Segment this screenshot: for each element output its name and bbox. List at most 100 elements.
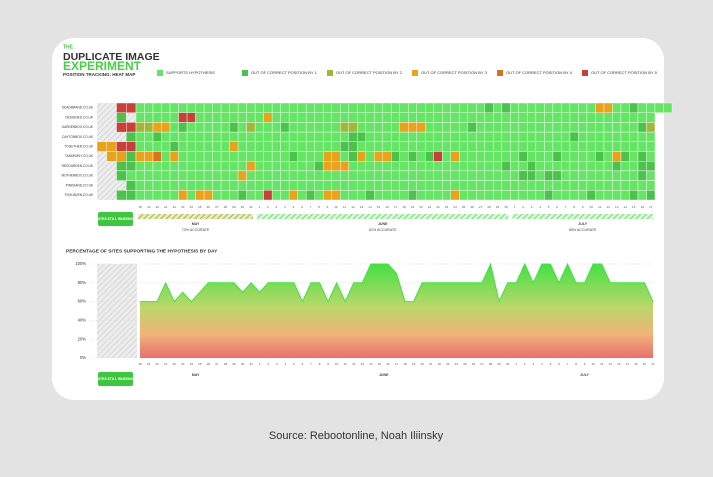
heat-cell <box>459 113 468 123</box>
heat-cell <box>502 190 511 200</box>
heat-cell <box>536 190 545 200</box>
x-tick-label: 14 <box>626 362 630 366</box>
heat-cell <box>468 190 477 200</box>
heat-cell <box>536 171 545 181</box>
heat-cell <box>646 181 655 191</box>
heat-cell <box>230 103 239 113</box>
heat-cell <box>629 132 638 142</box>
heat-cell <box>408 113 417 123</box>
heat-cell <box>136 171 145 181</box>
heat-cell <box>434 113 443 123</box>
heat-cell <box>417 181 426 191</box>
heat-cell <box>527 161 536 171</box>
heat-cell <box>145 122 154 132</box>
heat-cell <box>502 113 511 123</box>
heat-cell <box>519 132 528 142</box>
heat-cell <box>629 161 638 171</box>
heat-cell <box>366 122 375 132</box>
heat-cell <box>451 132 460 142</box>
heat-cell <box>136 132 145 142</box>
heat-cell <box>213 171 222 181</box>
heat-cell <box>221 181 230 191</box>
heat-cell <box>281 132 290 142</box>
heat-cell <box>595 142 604 152</box>
heat-cell <box>357 190 366 200</box>
x-tick-label: 14 <box>368 205 372 209</box>
x-tick-label: 11 <box>598 205 601 209</box>
heat-cell <box>323 103 332 113</box>
heat-cell <box>196 122 205 132</box>
heat-cell <box>272 142 281 152</box>
row-label: PINKSAND.CO.UK <box>66 183 94 187</box>
heat-cell <box>604 161 613 171</box>
heat-cell <box>213 113 222 123</box>
indexing-cell <box>117 171 127 181</box>
heat-cell <box>570 190 579 200</box>
heat-cell <box>561 181 570 191</box>
heat-cell <box>272 171 281 181</box>
heat-cell <box>230 122 239 132</box>
x-tick-label: 28 <box>487 205 491 209</box>
heat-cell <box>451 122 460 132</box>
x-tick-label: 27 <box>215 362 219 366</box>
heat-cell <box>570 113 579 123</box>
heat-cell <box>510 113 519 123</box>
heat-cell <box>519 113 528 123</box>
heat-cell <box>587 190 596 200</box>
heat-cell <box>357 171 366 181</box>
heat-cell <box>638 142 647 152</box>
heat-cell <box>519 103 528 113</box>
heat-cell <box>272 132 281 142</box>
heat-cell <box>510 171 519 181</box>
heat-cell <box>281 152 290 162</box>
heat-cell <box>213 190 222 200</box>
heat-cell <box>162 132 171 142</box>
heat-cell <box>255 103 264 113</box>
heat-cell <box>476 103 485 113</box>
x-tick-label: 24 <box>190 205 194 209</box>
heat-cell <box>544 161 553 171</box>
heat-cell <box>502 161 511 171</box>
heat-cell <box>213 152 222 162</box>
heat-cell <box>340 190 349 200</box>
heat-cell <box>264 181 273 191</box>
heat-cell <box>510 132 519 142</box>
x-tick-label: 11 <box>344 362 347 366</box>
y-tick-label: 0% <box>80 355 86 360</box>
heat-cell <box>417 190 426 200</box>
x-tick-label: 29 <box>496 205 500 209</box>
heat-cell <box>400 122 409 132</box>
x-tick-label: 12 <box>352 362 356 366</box>
heat-cell <box>196 161 205 171</box>
heat-cell <box>383 142 392 152</box>
heat-cell <box>604 113 613 123</box>
heat-cell <box>417 152 426 162</box>
heat-cell <box>621 161 630 171</box>
heat-cell <box>323 190 332 200</box>
heat-cell <box>187 103 196 113</box>
heat-cell <box>349 142 358 152</box>
heat-cell <box>247 142 256 152</box>
heat-cell <box>145 103 154 113</box>
heat-cell <box>493 142 502 152</box>
heat-cell <box>230 171 239 181</box>
heat-cell <box>664 103 673 113</box>
heat-cell <box>595 190 604 200</box>
heat-cell <box>408 181 417 191</box>
heat-cell <box>255 132 264 142</box>
heat-cell <box>629 113 638 123</box>
heat-cell <box>323 161 332 171</box>
heat-cell <box>315 113 324 123</box>
heat-cell <box>578 161 587 171</box>
x-tick-label: 28 <box>489 362 493 366</box>
x-tick-label: 18 <box>138 362 142 366</box>
heat-cell <box>434 122 443 132</box>
heat-cell <box>391 122 400 132</box>
x-tick-label: 19 <box>412 362 416 366</box>
heat-cell <box>221 132 230 142</box>
heat-cell <box>553 190 562 200</box>
heat-cell <box>604 142 613 152</box>
heat-cell <box>587 181 596 191</box>
heat-cell <box>476 181 485 191</box>
